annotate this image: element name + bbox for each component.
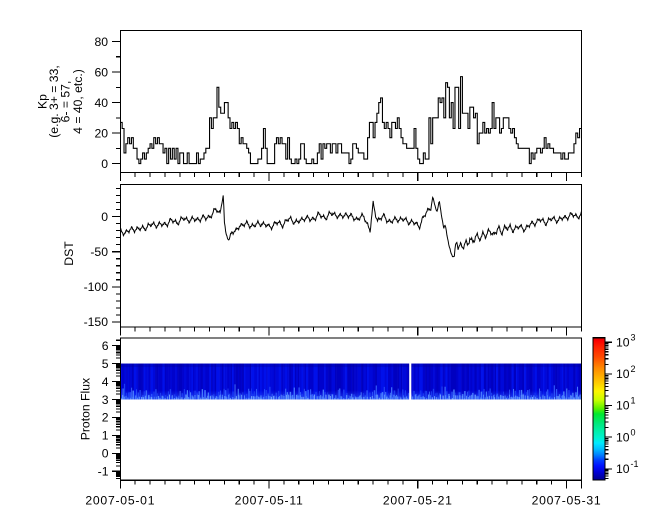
svg-text:2: 2 — [631, 364, 636, 374]
svg-text:10: 10 — [616, 430, 630, 444]
svg-text:2: 2 — [102, 411, 109, 425]
svg-text:1: 1 — [102, 429, 109, 443]
svg-text:3: 3 — [631, 332, 636, 342]
svg-text:(e.g. 3+ = 33,: (e.g. 3+ = 33, — [47, 65, 61, 138]
svg-text:-1: -1 — [98, 465, 109, 479]
svg-text:2007-05-11: 2007-05-11 — [235, 493, 304, 507]
svg-text:0: 0 — [102, 447, 109, 461]
svg-text:4: 4 — [102, 375, 109, 389]
svg-text:0: 0 — [101, 210, 108, 224]
svg-text:10: 10 — [616, 367, 630, 381]
svg-text:20: 20 — [94, 126, 108, 140]
svg-text:6- = 57,: 6- = 57, — [58, 81, 72, 123]
svg-text:6: 6 — [102, 339, 109, 353]
svg-text:1: 1 — [631, 396, 636, 406]
svg-text:Proton Flux: Proton Flux — [78, 378, 92, 440]
svg-text:3: 3 — [102, 393, 109, 407]
svg-text:DST: DST — [62, 241, 76, 266]
svg-text:-50: -50 — [90, 245, 108, 259]
svg-text:0: 0 — [101, 157, 108, 171]
svg-text:0: 0 — [631, 427, 636, 437]
svg-text:5: 5 — [102, 357, 109, 371]
svg-text:80: 80 — [94, 35, 108, 49]
svg-text:10: 10 — [616, 335, 630, 349]
svg-text:60: 60 — [94, 65, 108, 79]
svg-text:40: 40 — [94, 96, 108, 110]
svg-text:2007-05-01: 2007-05-01 — [85, 493, 155, 507]
svg-text:Kp: Kp — [35, 94, 49, 109]
svg-text:-150: -150 — [84, 315, 109, 329]
svg-text:2007-05-21: 2007-05-21 — [383, 493, 453, 507]
svg-text:2007-05-31: 2007-05-31 — [532, 493, 602, 507]
svg-text:-1: -1 — [631, 459, 639, 469]
svg-text:4 = 40, etc.): 4 = 40, etc.) — [71, 69, 85, 134]
svg-text:10: 10 — [616, 462, 630, 476]
svg-text:10: 10 — [616, 399, 630, 413]
svg-text:-100: -100 — [84, 280, 109, 294]
